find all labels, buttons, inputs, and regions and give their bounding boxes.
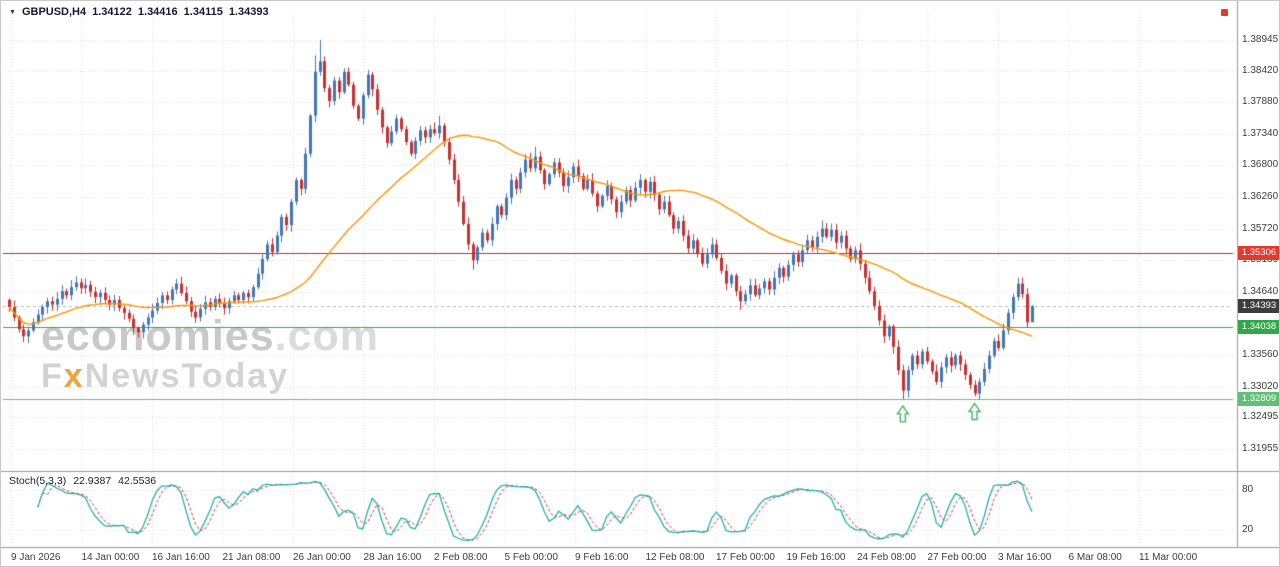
quote-high: 1.34416 [137,6,178,18]
price-tick-label: 1.36260 [1242,191,1279,203]
price-tick-label: 1.38945 [1242,33,1279,45]
quote-open: 1.34122 [92,6,132,18]
stoch-level-label: 80 [1242,484,1254,496]
price-tick-label: 1.31955 [1242,442,1279,454]
price-tick-label: 1.37340 [1242,127,1279,139]
time-tick-label: 16 Jan 16:00 [152,552,210,563]
alert-marker-icon [1221,9,1228,16]
support-level-2-price-flag: 1.32809 [1238,391,1279,406]
current-price-price-flag: 1.34393 [1238,299,1279,314]
time-tick-label: 21 Jan 08:00 [222,552,281,563]
indicator-label: Stoch(5,3,3) 22.9387 42.5536 [9,475,156,487]
time-tick-label: 6 Mar 08:00 [1068,552,1122,563]
time-tick-label: 14 Jan 00:00 [81,552,140,563]
time-tick-label: 3 Mar 16:00 [998,552,1052,563]
indicator-signal-value: 42.5536 [118,475,157,487]
stoch-level-label: 20 [1242,523,1254,535]
quote-close: 1.34393 [228,6,269,18]
time-tick-label: 26 Jan 00:00 [293,552,351,563]
time-tick-label: 9 Feb 16:00 [575,552,629,563]
price-tick-label: 1.33020 [1242,380,1279,392]
quote-low: 1.34115 [183,6,223,18]
resistance-level-price-flag: 1.35306 [1238,245,1279,260]
price-tick-label: 1.35720 [1242,222,1279,234]
time-tick-label: 24 Feb 08:00 [857,552,916,563]
price-tick-label: 1.37880 [1242,96,1279,108]
indicator-name: Stoch(5,3,3) [9,475,67,487]
price-tick-label: 1.32495 [1242,411,1279,423]
time-tick-label: 12 Feb 08:00 [645,552,705,563]
support-level-1-price-flag: 1.34038 [1238,320,1279,335]
symbol-timeframe-label: GBPUSD,H4 [21,6,87,18]
time-tick-label: 11 Mar 00:00 [1139,552,1198,563]
price-tick-label: 1.38420 [1242,64,1279,76]
time-tick-label: 19 Feb 16:00 [786,552,846,563]
price-tick-label: 1.33560 [1242,349,1279,360]
price-tick-label: 1.36800 [1242,159,1279,171]
symbol-dropdown-icon[interactable]: ▼ [9,8,16,16]
quote-bar: ▼ GBPUSD,H4 1.34122 1.34416 1.34115 1.34… [9,6,269,18]
time-tick-label: 5 Feb 00:00 [504,552,558,563]
time-tick-label: 27 Feb 00:00 [927,552,987,563]
indicator-main-value: 22.9387 [73,475,112,487]
price-tick-label: 1.34640 [1242,285,1279,297]
time-tick-label: 2 Feb 08:00 [434,552,488,563]
time-tick-label: 28 Jan 16:00 [363,552,422,563]
time-tick-label: 9 Jan 2026 [11,552,61,563]
time-tick-label: 17 Feb 00:00 [716,552,775,563]
